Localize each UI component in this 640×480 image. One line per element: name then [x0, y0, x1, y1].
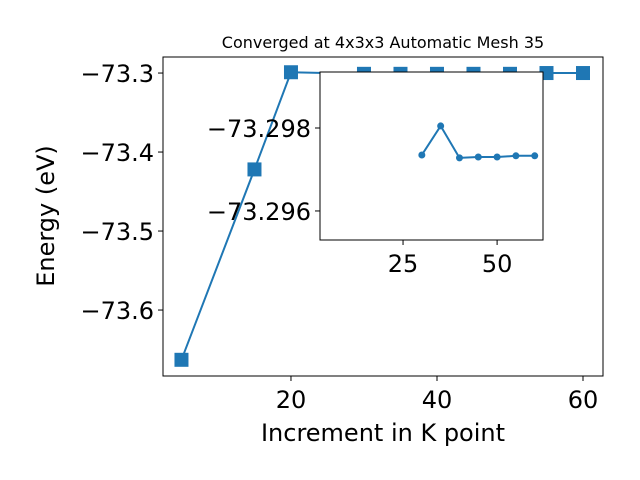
point: [418, 151, 426, 159]
chart-title: Converged at 4x3x3 Automatic Mesh 35: [222, 33, 544, 52]
x-tick-label: 50: [482, 250, 513, 278]
y-tick-label: −73.298: [207, 115, 311, 143]
point: [283, 65, 298, 80]
y-tick-label: −73.5: [80, 218, 154, 246]
y-tick-label: −73.6: [80, 297, 154, 325]
point: [247, 162, 262, 177]
y-tick-label: −73.3: [80, 60, 154, 88]
axes-frame: [319, 71, 544, 241]
x-tick-label: 60: [568, 386, 599, 414]
point: [437, 122, 445, 130]
x-tick-label: 40: [422, 386, 453, 414]
point: [455, 154, 463, 162]
y-tick-label: −73.4: [80, 139, 154, 167]
y-axis-label: Energy (eV): [32, 145, 60, 287]
x-axis-label: Increment in K point: [261, 419, 505, 447]
x-tick-label: 20: [276, 386, 307, 414]
point: [531, 152, 539, 160]
point: [174, 352, 189, 367]
y-tick-label: −73.296: [207, 198, 311, 226]
x-tick-label: 25: [388, 250, 419, 278]
point: [575, 66, 590, 81]
point: [493, 153, 501, 161]
point: [474, 153, 482, 161]
inset: 25 50 −73.298 −73.296: [207, 71, 544, 278]
axes-frame: [162, 56, 604, 377]
point: [512, 152, 520, 160]
